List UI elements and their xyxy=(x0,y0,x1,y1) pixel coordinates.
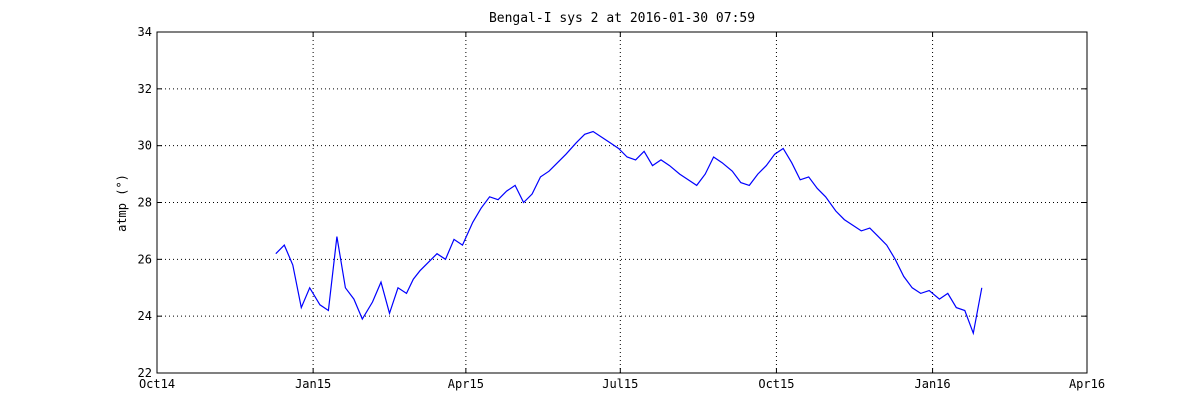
y-tick-label: 34 xyxy=(138,25,152,39)
y-tick-label: 28 xyxy=(138,196,152,210)
x-tick-label: Oct15 xyxy=(758,377,794,391)
grid-lines xyxy=(157,32,1087,373)
y-tick-labels: 22 24 26 28 30 32 34 xyxy=(138,25,152,380)
x-tick-label: Apr16 xyxy=(1069,377,1105,391)
y-tick-label: 24 xyxy=(138,309,152,323)
x-tick-labels: Oct14 Jan15 Apr15 Jul15 Oct15 Jan16 Apr16 xyxy=(139,377,1105,391)
x-tick-label: Jan15 xyxy=(295,377,331,391)
x-tick-label: Apr15 xyxy=(448,377,484,391)
atmp-series-line xyxy=(275,130,983,336)
chart-title: Bengal-I sys 2 at 2016-01-30 07:59 xyxy=(489,11,755,26)
plot-area-frame xyxy=(156,31,1088,374)
data-series xyxy=(275,130,983,336)
y-tick-label: 26 xyxy=(138,252,152,266)
x-tick-label: Jul15 xyxy=(602,377,638,391)
y-axis-label: atmp (°) xyxy=(115,174,129,232)
x-tick-label: Oct14 xyxy=(139,377,175,391)
y-tick-label: 30 xyxy=(138,139,152,153)
y-tick-label: 22 xyxy=(138,366,152,380)
x-tick-label: Jan16 xyxy=(915,377,951,391)
y-tick-label: 32 xyxy=(138,82,152,96)
